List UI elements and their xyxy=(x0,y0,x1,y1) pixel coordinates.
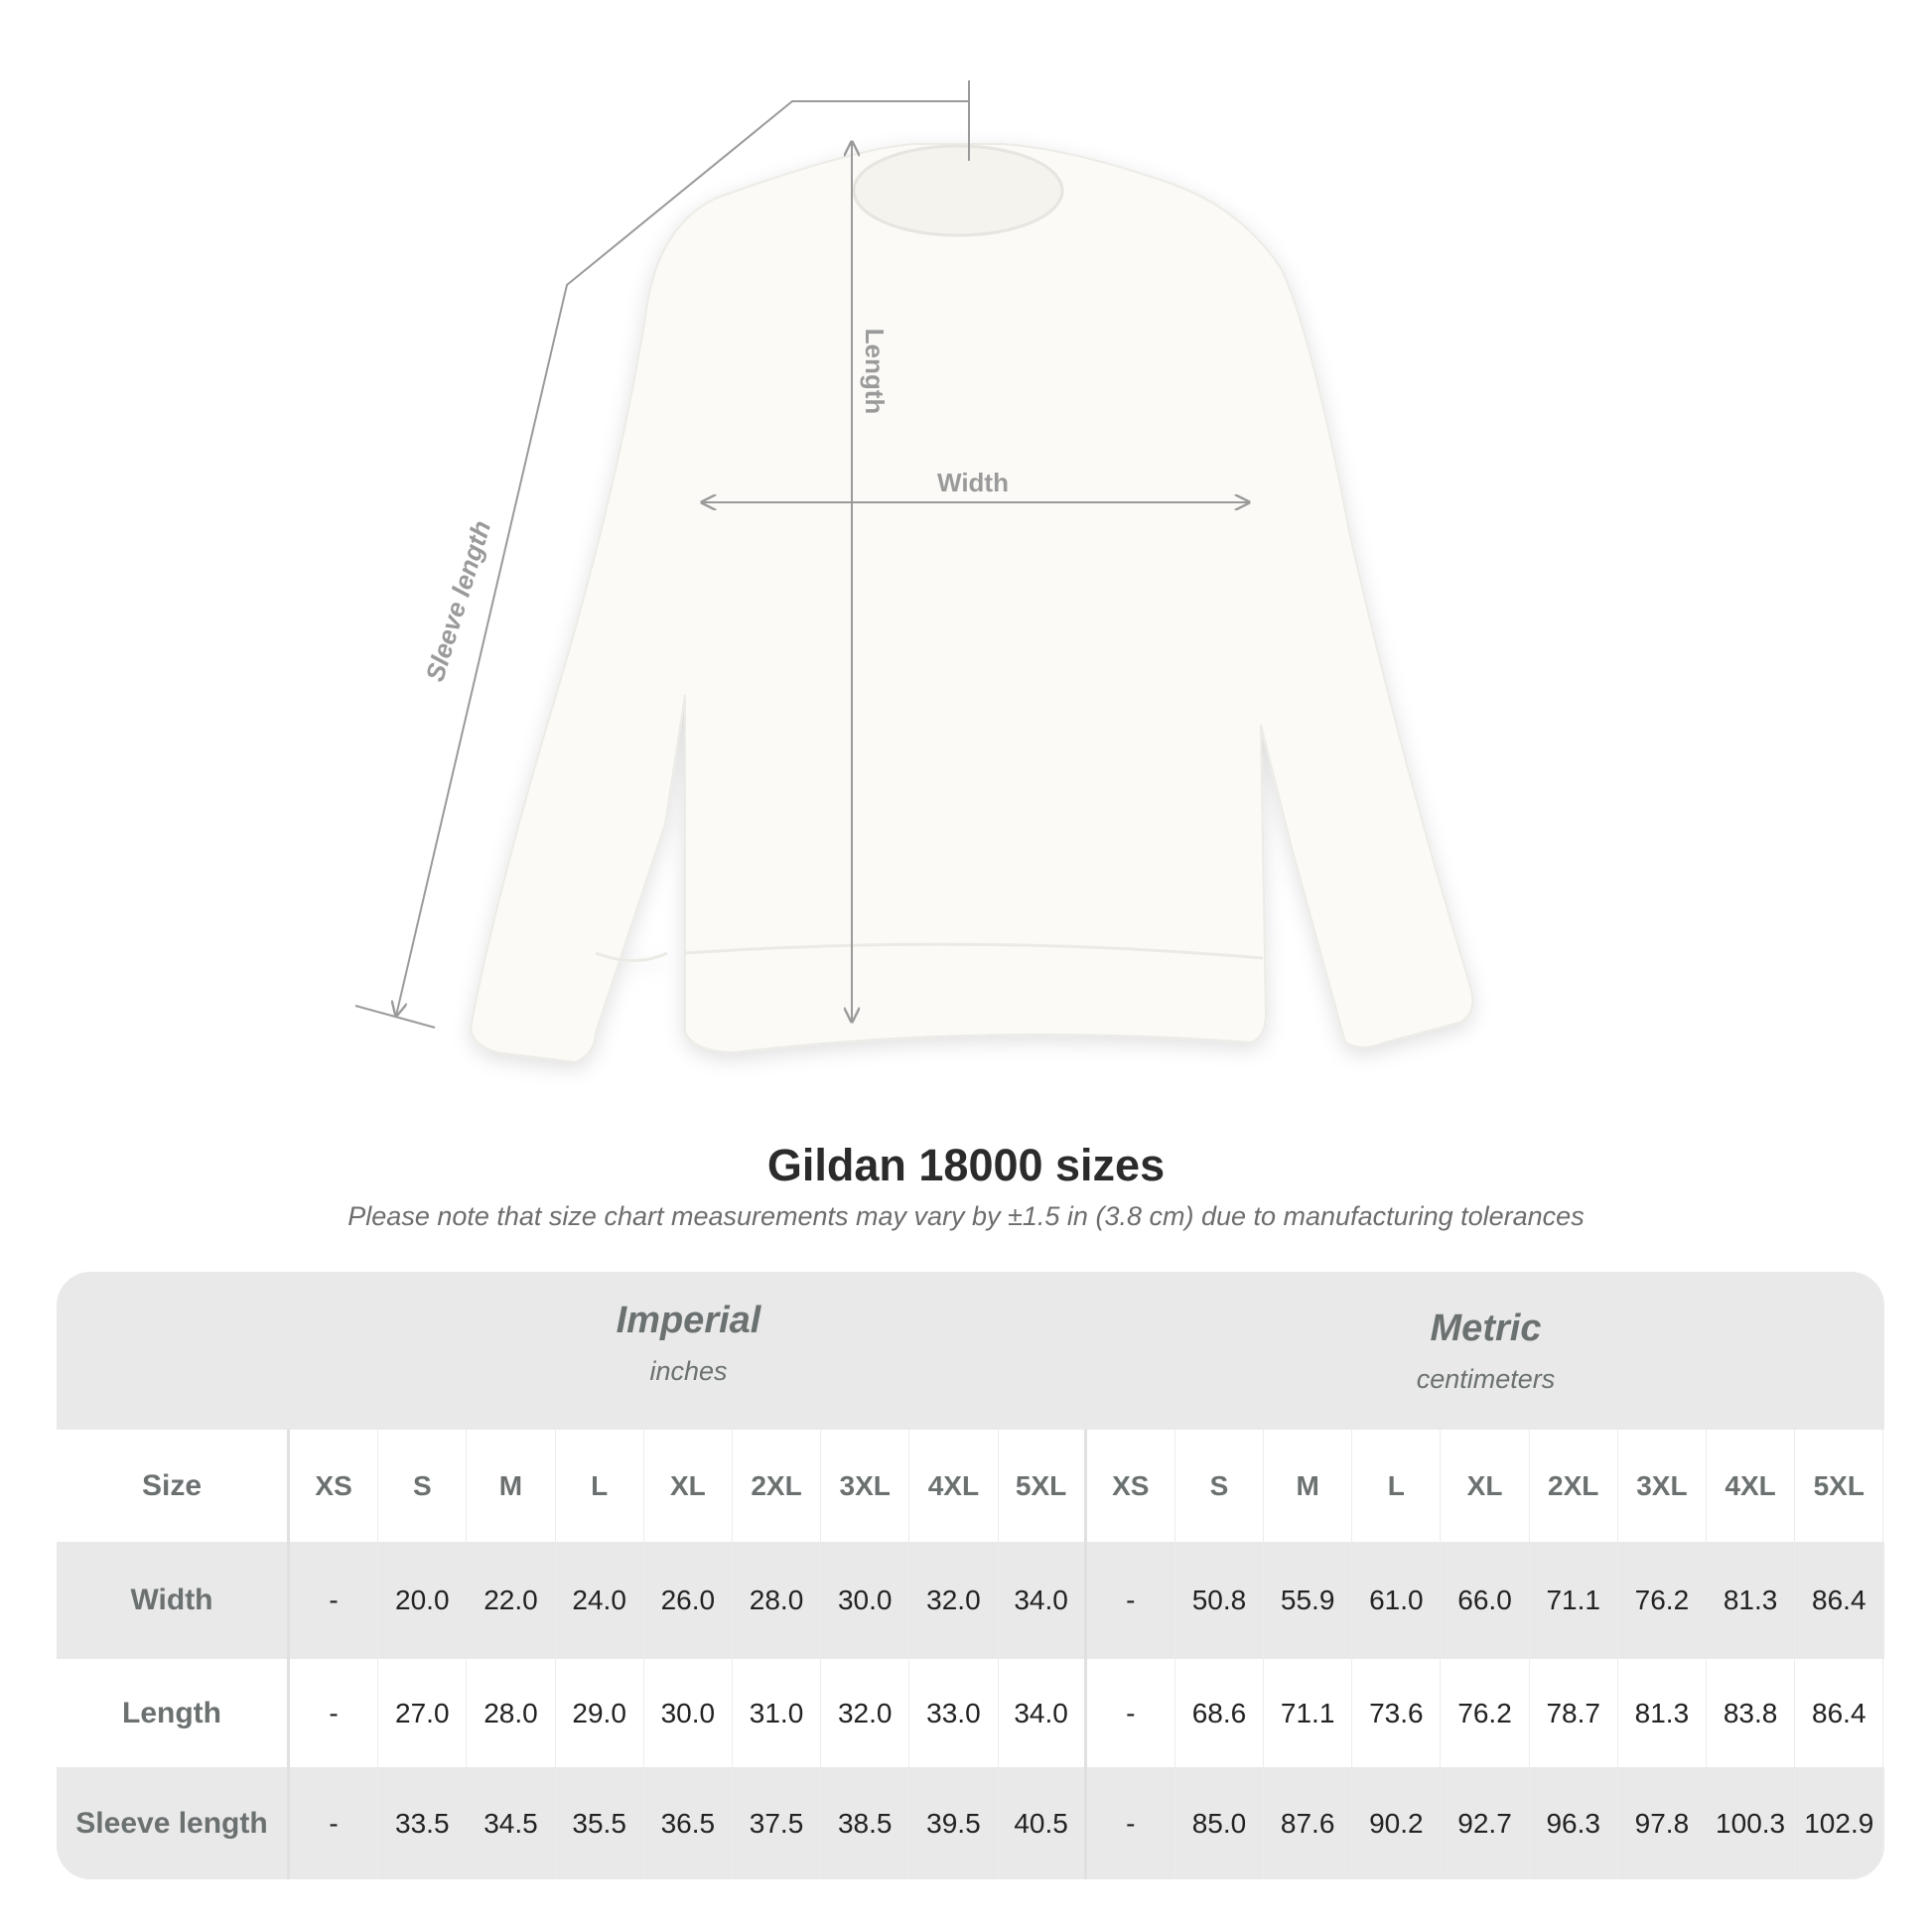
row-label: Width xyxy=(57,1542,290,1659)
table-cell: 26.0 xyxy=(644,1542,733,1659)
size-header-cell: XS xyxy=(290,1430,379,1542)
table-cell: 61.0 xyxy=(1352,1542,1442,1659)
table-cell: 71.1 xyxy=(1530,1542,1618,1659)
size-header-cell: 4XL xyxy=(1707,1430,1796,1542)
table-cell: 102.9 xyxy=(1795,1767,1884,1879)
table-cell: 27.0 xyxy=(378,1659,468,1767)
table-cell: 96.3 xyxy=(1530,1767,1618,1879)
table-cell: 97.8 xyxy=(1618,1767,1707,1879)
table-cell: 86.4 xyxy=(1795,1659,1884,1767)
metric-heading: Metric xyxy=(1430,1308,1542,1349)
size-table: Imperial inches Metric centimeters Size … xyxy=(57,1272,1884,1879)
row-band xyxy=(57,1542,1884,1659)
sweatshirt-diagram: Length Width Sleeve length xyxy=(354,80,1474,1064)
size-header-cell: 4XL xyxy=(909,1430,999,1542)
table-cell: 66.0 xyxy=(1441,1542,1530,1659)
metric-unit: centimeters xyxy=(1416,1364,1556,1394)
table-cell: 68.6 xyxy=(1175,1659,1265,1767)
size-header-cell: S xyxy=(1175,1430,1265,1542)
size-header-cell: S xyxy=(378,1430,468,1542)
imperial-heading: Imperial xyxy=(616,1300,761,1341)
table-cell: - xyxy=(290,1767,379,1879)
table-cell: 86.4 xyxy=(1795,1542,1884,1659)
size-header-cell: XL xyxy=(1441,1430,1530,1542)
size-header-cell: XL xyxy=(644,1430,733,1542)
table-cell: 32.0 xyxy=(821,1659,910,1767)
sleeve-arrow xyxy=(396,100,969,1016)
table-cell: 22.0 xyxy=(467,1542,556,1659)
size-header-cell: 3XL xyxy=(821,1430,910,1542)
table-cell: - xyxy=(1087,1659,1175,1767)
table-cell: 28.0 xyxy=(733,1542,822,1659)
table-cell: 92.7 xyxy=(1441,1767,1530,1879)
table-cell: 28.0 xyxy=(467,1659,556,1767)
table-cell: 31.0 xyxy=(733,1659,822,1767)
table-cell: 78.7 xyxy=(1530,1659,1618,1767)
length-label: Length xyxy=(860,329,890,415)
width-label: Width xyxy=(937,468,1009,497)
table-cell: 81.3 xyxy=(1618,1659,1707,1767)
size-header-cell: 5XL xyxy=(999,1430,1087,1542)
sleeve-length-label: Sleeve length xyxy=(420,517,497,685)
table-cell: 36.5 xyxy=(644,1767,733,1879)
header-band xyxy=(57,1272,1884,1430)
table-cell: 30.0 xyxy=(644,1659,733,1767)
table-row: Length -27.0 28.0 29.0 30.0 31.0 32.0 33.0 34.0-… xyxy=(57,1659,1884,1767)
table-row: Width -20.0 22.0 24.0 26.0 28.0 30.0 32.0 34.0-5… xyxy=(57,1542,1884,1659)
table-cell: 20.0 xyxy=(378,1542,468,1659)
table-cell: 29.0 xyxy=(556,1659,644,1767)
size-header-cell: 5XL xyxy=(1795,1430,1884,1542)
table-row: Sleeve length -33.5 34.5 35.5 36.5 37.5 38.5 39… xyxy=(57,1767,1884,1879)
size-header-cell: 3XL xyxy=(1618,1430,1707,1542)
sweatshirt-image xyxy=(470,143,1474,1064)
table-cell: 76.2 xyxy=(1618,1542,1707,1659)
table-cell: 73.6 xyxy=(1352,1659,1442,1767)
imperial-unit: inches xyxy=(649,1356,728,1386)
table-cell: 90.2 xyxy=(1352,1767,1442,1879)
table-cell: 37.5 xyxy=(733,1767,822,1879)
row-label: Length xyxy=(57,1659,290,1767)
table-cell: 38.5 xyxy=(821,1767,910,1879)
size-row: Size XS S M L XL 2XL 3XL 4XL 5XL XS S M L XL 2XL 3XL 4XL… xyxy=(57,1430,1884,1542)
table-cell: 34.0 xyxy=(999,1659,1087,1767)
table-cell: - xyxy=(1087,1542,1175,1659)
imperial-header: Imperial inches xyxy=(290,1300,1087,1387)
page-title: Gildan 18000 sizes xyxy=(766,1140,1166,1190)
table-cell: 87.6 xyxy=(1264,1767,1353,1879)
table-cell: 76.2 xyxy=(1441,1659,1530,1767)
table-cell: 30.0 xyxy=(821,1542,910,1659)
table-cell: 81.3 xyxy=(1707,1542,1796,1659)
table-cell: 24.0 xyxy=(556,1542,644,1659)
table-cell: 32.0 xyxy=(909,1542,999,1659)
size-header-cell: 2XL xyxy=(733,1430,822,1542)
row-label: Sleeve length xyxy=(57,1767,290,1879)
table-cell: 83.8 xyxy=(1707,1659,1796,1767)
table-cell: 33.0 xyxy=(909,1659,999,1767)
table-cell: - xyxy=(290,1542,379,1659)
table-cell: 50.8 xyxy=(1175,1542,1265,1659)
table-cell: 71.1 xyxy=(1264,1659,1353,1767)
table-cell: 40.5 xyxy=(999,1767,1087,1879)
table-cell: 34.5 xyxy=(467,1767,556,1879)
metric-header: Metric centimeters xyxy=(1087,1308,1884,1395)
table-cell: 55.9 xyxy=(1264,1542,1353,1659)
size-header-cell: L xyxy=(1352,1430,1442,1542)
table-cell: 34.0 xyxy=(999,1542,1087,1659)
size-header-cell: M xyxy=(467,1430,556,1542)
tolerance-note: Please note that size chart measurements… xyxy=(347,1201,1585,1231)
table-cell: 33.5 xyxy=(378,1767,468,1879)
table-cell: 85.0 xyxy=(1175,1767,1265,1879)
table-cell: 100.3 xyxy=(1707,1767,1796,1879)
measure-lines xyxy=(354,80,1249,1029)
table-cell: 35.5 xyxy=(556,1767,644,1879)
size-label: Size xyxy=(57,1430,290,1542)
size-header-cell: M xyxy=(1264,1430,1353,1542)
size-header-cell: L xyxy=(556,1430,644,1542)
table-cell: - xyxy=(290,1659,379,1767)
row-band xyxy=(57,1767,1884,1879)
size-header-cell: 2XL xyxy=(1530,1430,1618,1542)
size-header-cell: XS xyxy=(1087,1430,1175,1542)
table-cell: 39.5 xyxy=(909,1767,999,1879)
table-cell: - xyxy=(1087,1767,1175,1879)
